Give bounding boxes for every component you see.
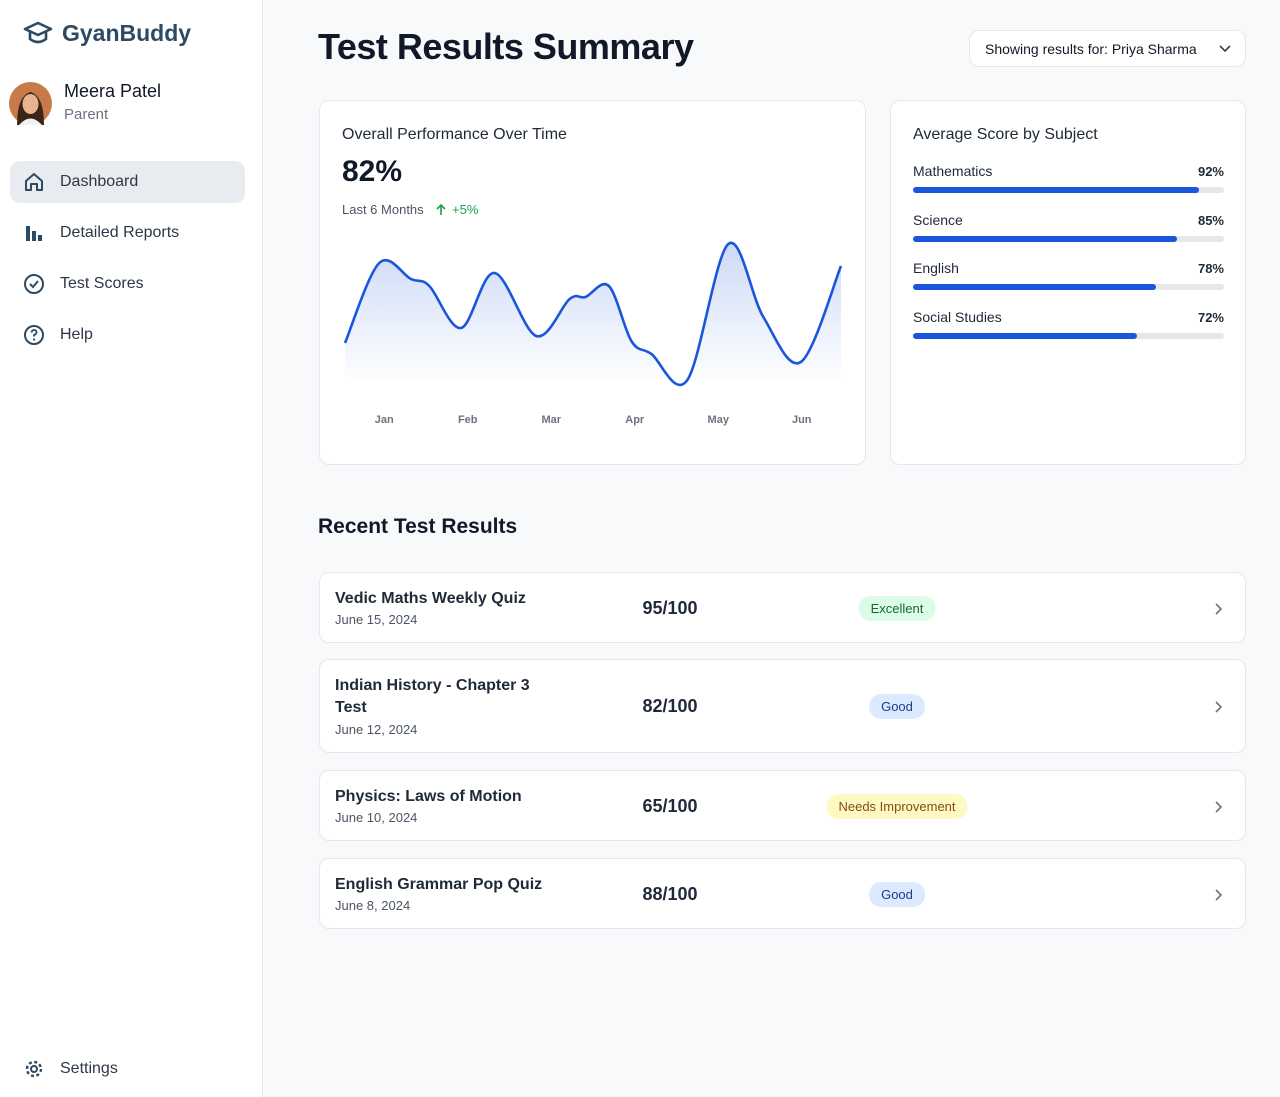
brand-logo — [23, 21, 53, 44]
user-role: Parent — [64, 106, 109, 123]
test-score: 65/100 — [642, 795, 698, 816]
subject-value: 72% — [1197, 310, 1224, 326]
nav-label: Detailed Reports — [60, 224, 180, 241]
brand-name: GyanBuddy — [62, 20, 192, 46]
nav-item[interactable]: Test Scores — [10, 263, 245, 305]
sidebar: GyanBuddy Meera Patel Parent Dashboard D… — [0, 0, 263, 1097]
chevron-path — [1215, 701, 1223, 713]
bar — [913, 333, 1137, 340]
x-tick-label: Jan — [375, 414, 394, 426]
settings-item[interactable]: Settings — [10, 1048, 245, 1090]
nav-item[interactable]: Dashboard — [10, 161, 245, 203]
result-row[interactable]: Indian History - Chapter 3 Test June 12, … — [319, 659, 1246, 753]
home-icon — [25, 173, 43, 191]
x-tick-label: May — [708, 414, 730, 426]
card-title: Average Score by Subject — [913, 126, 1098, 143]
chevron-path — [1215, 602, 1223, 615]
status-badge: Good — [869, 694, 925, 719]
gear-icon — [25, 1060, 43, 1078]
bar — [913, 235, 1178, 242]
status-badge: Good — [869, 881, 925, 907]
result-row[interactable]: English Grammar Pop Quiz June 8, 2024 88/1… — [319, 858, 1246, 929]
x-tick-label: Mar — [541, 414, 561, 426]
subject-value: 92% — [1197, 164, 1224, 179]
result-row[interactable]: Physics: Laws of Motion June 10, 2024 65/1… — [319, 770, 1246, 841]
up-arrow — [436, 203, 446, 215]
overall-score: 82% — [342, 155, 403, 188]
user-name: Meera Patel — [64, 81, 162, 101]
chevron-right — [1215, 602, 1223, 615]
area — [345, 242, 841, 385]
chevron-right — [1215, 800, 1223, 813]
test-name: Indian History - Chapter 3 Test — [335, 677, 530, 716]
subject-label: Science — [913, 211, 963, 228]
bar-track — [913, 235, 1224, 242]
subject-label: Social Studies — [913, 309, 1002, 326]
bar-track — [913, 284, 1224, 291]
test-date: June 10, 2024 — [335, 810, 418, 825]
chevron-right — [1215, 888, 1223, 901]
test-score: 88/100 — [642, 883, 698, 904]
nav-label: Settings — [60, 1060, 118, 1077]
subject-label: English — [913, 260, 959, 277]
student-selector[interactable]: Showing results for: Priya Sharma — [969, 30, 1246, 67]
test-date: June 12, 2024 — [335, 722, 418, 737]
line — [343, 241, 843, 387]
chart-icon — [26, 226, 42, 241]
section-title: Recent Test Results — [318, 515, 518, 538]
subject-value: 78% — [1197, 261, 1224, 277]
bar — [913, 187, 1200, 193]
bar-track — [913, 333, 1224, 340]
test-name: English Grammar Pop Quiz — [335, 876, 543, 893]
line-chart: Jan Feb Mar Apr May Jun — [343, 241, 843, 426]
subject-card: Average Score by Subject Mathematics 92% S… — [890, 100, 1246, 465]
nav-label: Dashboard — [60, 173, 139, 190]
change: +5% — [452, 202, 479, 217]
test-date: June 15, 2024 — [335, 612, 418, 627]
nav-label: Help — [60, 326, 93, 343]
bar-track — [913, 187, 1224, 193]
avatar — [9, 82, 52, 125]
test-date: June 8, 2024 — [335, 898, 411, 913]
result-row[interactable]: Vedic Maths Weekly Quiz June 15, 2024 95/1… — [319, 572, 1246, 643]
subject-value: 85% — [1197, 212, 1224, 228]
card-title: Overall Performance Over Time — [342, 126, 567, 143]
check-icon — [24, 274, 44, 294]
chevron-path — [1215, 888, 1223, 901]
period: Last 6 Months — [342, 202, 424, 217]
nav-label: Test Scores — [60, 275, 144, 292]
chevron-down — [1219, 45, 1231, 53]
status-badge: Needs Improvement — [826, 793, 968, 819]
test-score: 82/100 — [642, 696, 698, 716]
chevron-path — [1215, 800, 1223, 813]
test-score: 95/100 — [642, 597, 698, 618]
performance-card: Jan Feb Mar Apr May Jun Overall Performance O… — [319, 100, 866, 465]
x-tick-label: Apr — [625, 414, 645, 426]
page-title: Test Results Summary — [318, 26, 694, 67]
status-badge: Excellent — [858, 595, 936, 621]
test-name: Physics: Laws of Motion — [335, 788, 522, 805]
bar — [913, 284, 1156, 291]
x-tick-label: Feb — [458, 414, 478, 426]
help-icon — [24, 325, 44, 345]
selector-label: Showing results for: Priya Sharma — [985, 40, 1197, 57]
chevron-right — [1215, 701, 1223, 713]
nav-item[interactable]: Detailed Reports — [10, 212, 245, 254]
test-name: Vedic Maths Weekly Quiz — [335, 590, 526, 607]
x-tick-label: Jun — [792, 414, 812, 426]
subject-label: Mathematics — [913, 163, 993, 179]
nav-item[interactable]: Help — [10, 314, 245, 356]
